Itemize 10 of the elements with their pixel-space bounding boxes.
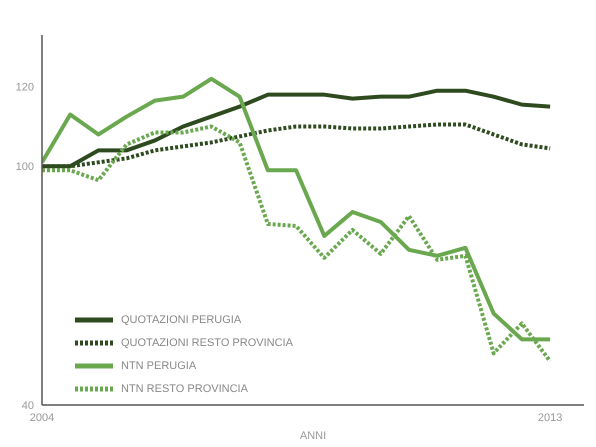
legend-label: QUOTAZIONI PERUGIA xyxy=(121,314,242,326)
x-tick-label: 2013 xyxy=(538,412,562,424)
legend-label: NTN RESTO PROVINCIA xyxy=(121,382,248,394)
legend-label: NTN PERUGIA xyxy=(121,360,196,372)
y-tick-label: 40 xyxy=(22,400,34,412)
legend-label: QUOTAZIONI RESTO PROVINCIA xyxy=(121,336,293,348)
x-axis-title: ANNI xyxy=(300,430,326,442)
x-tick-label: 2004 xyxy=(30,412,54,424)
y-tick-label: 120 xyxy=(16,82,34,94)
y-tick-label: 100 xyxy=(16,161,34,174)
